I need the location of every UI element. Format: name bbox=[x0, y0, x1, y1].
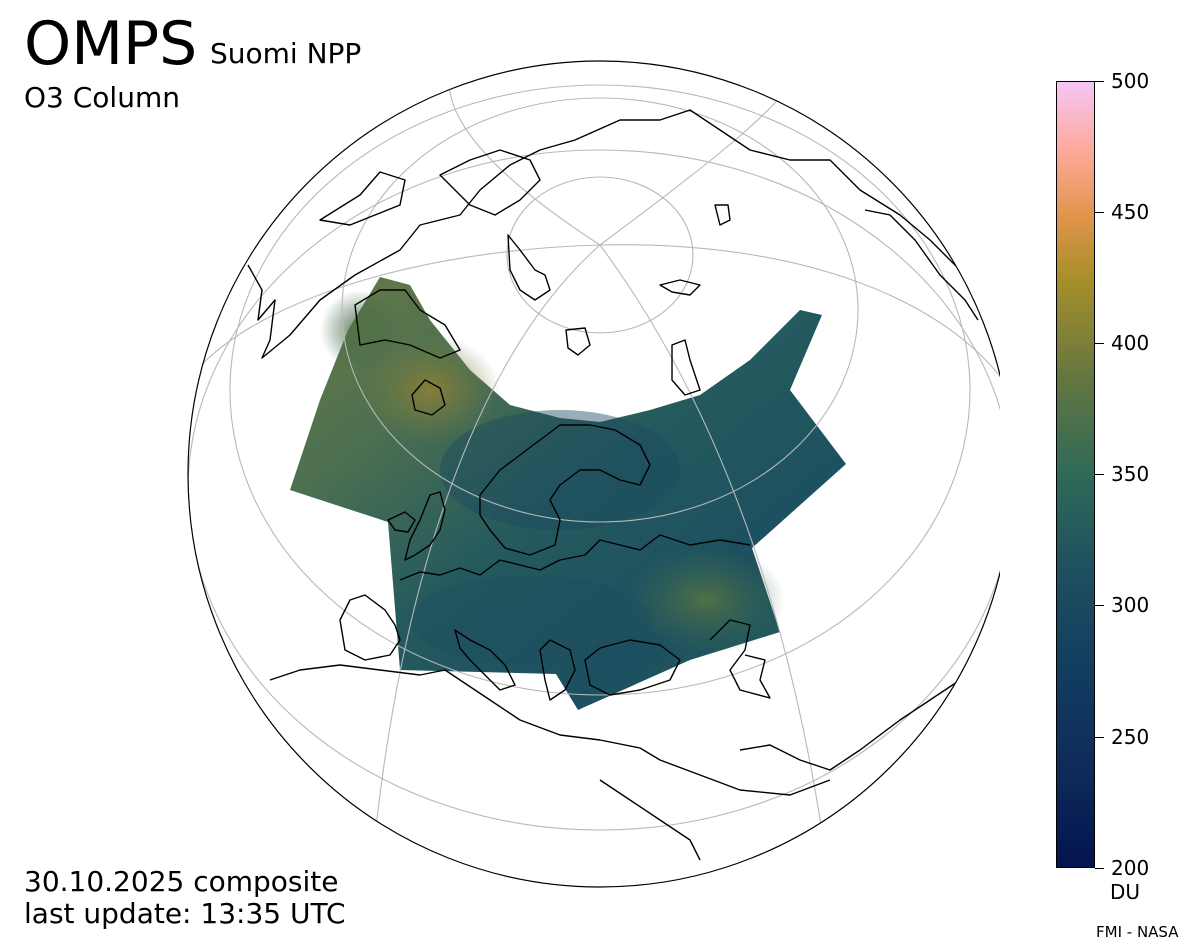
ozone-high-spot bbox=[360, 335, 500, 445]
colorbar-label-250: 250 bbox=[1111, 725, 1150, 749]
colorbar-label-200: 200 bbox=[1111, 856, 1150, 880]
instrument-title: OMPS bbox=[24, 9, 198, 79]
colorbar-label-400: 400 bbox=[1111, 331, 1150, 355]
credit-text: FMI - NASA bbox=[1096, 923, 1179, 941]
last-update: last update: 13:35 UTC bbox=[24, 897, 346, 930]
colorbar-unit: DU bbox=[1110, 880, 1141, 904]
ozone-map bbox=[187, 60, 1000, 888]
colorbar-tick bbox=[1095, 81, 1104, 82]
graticule bbox=[188, 69, 1000, 887]
satellite-name: Suomi NPP bbox=[210, 37, 362, 70]
colorbar-tick bbox=[1095, 212, 1104, 213]
colorbar-tick bbox=[1095, 474, 1104, 475]
composite-date: 30.10.2025 composite bbox=[24, 865, 339, 898]
ozone-high-spot-east bbox=[625, 545, 785, 655]
colorbar-tick bbox=[1095, 737, 1104, 738]
colorbar-label-300: 300 bbox=[1111, 593, 1150, 617]
colorbar-tick bbox=[1095, 605, 1104, 606]
colorbar-label-350: 350 bbox=[1111, 462, 1150, 486]
colorbar-tick bbox=[1095, 868, 1104, 869]
ozone-data-swath bbox=[290, 277, 846, 710]
colorbar-label-500: 500 bbox=[1111, 69, 1150, 93]
globe-outline bbox=[187, 60, 1000, 888]
colorbar-label-450: 450 bbox=[1111, 200, 1150, 224]
coastlines bbox=[247, 109, 1000, 861]
colorbar-tick bbox=[1095, 343, 1104, 344]
parameter-label: O3 Column bbox=[24, 81, 180, 114]
colorbar bbox=[1056, 81, 1095, 868]
